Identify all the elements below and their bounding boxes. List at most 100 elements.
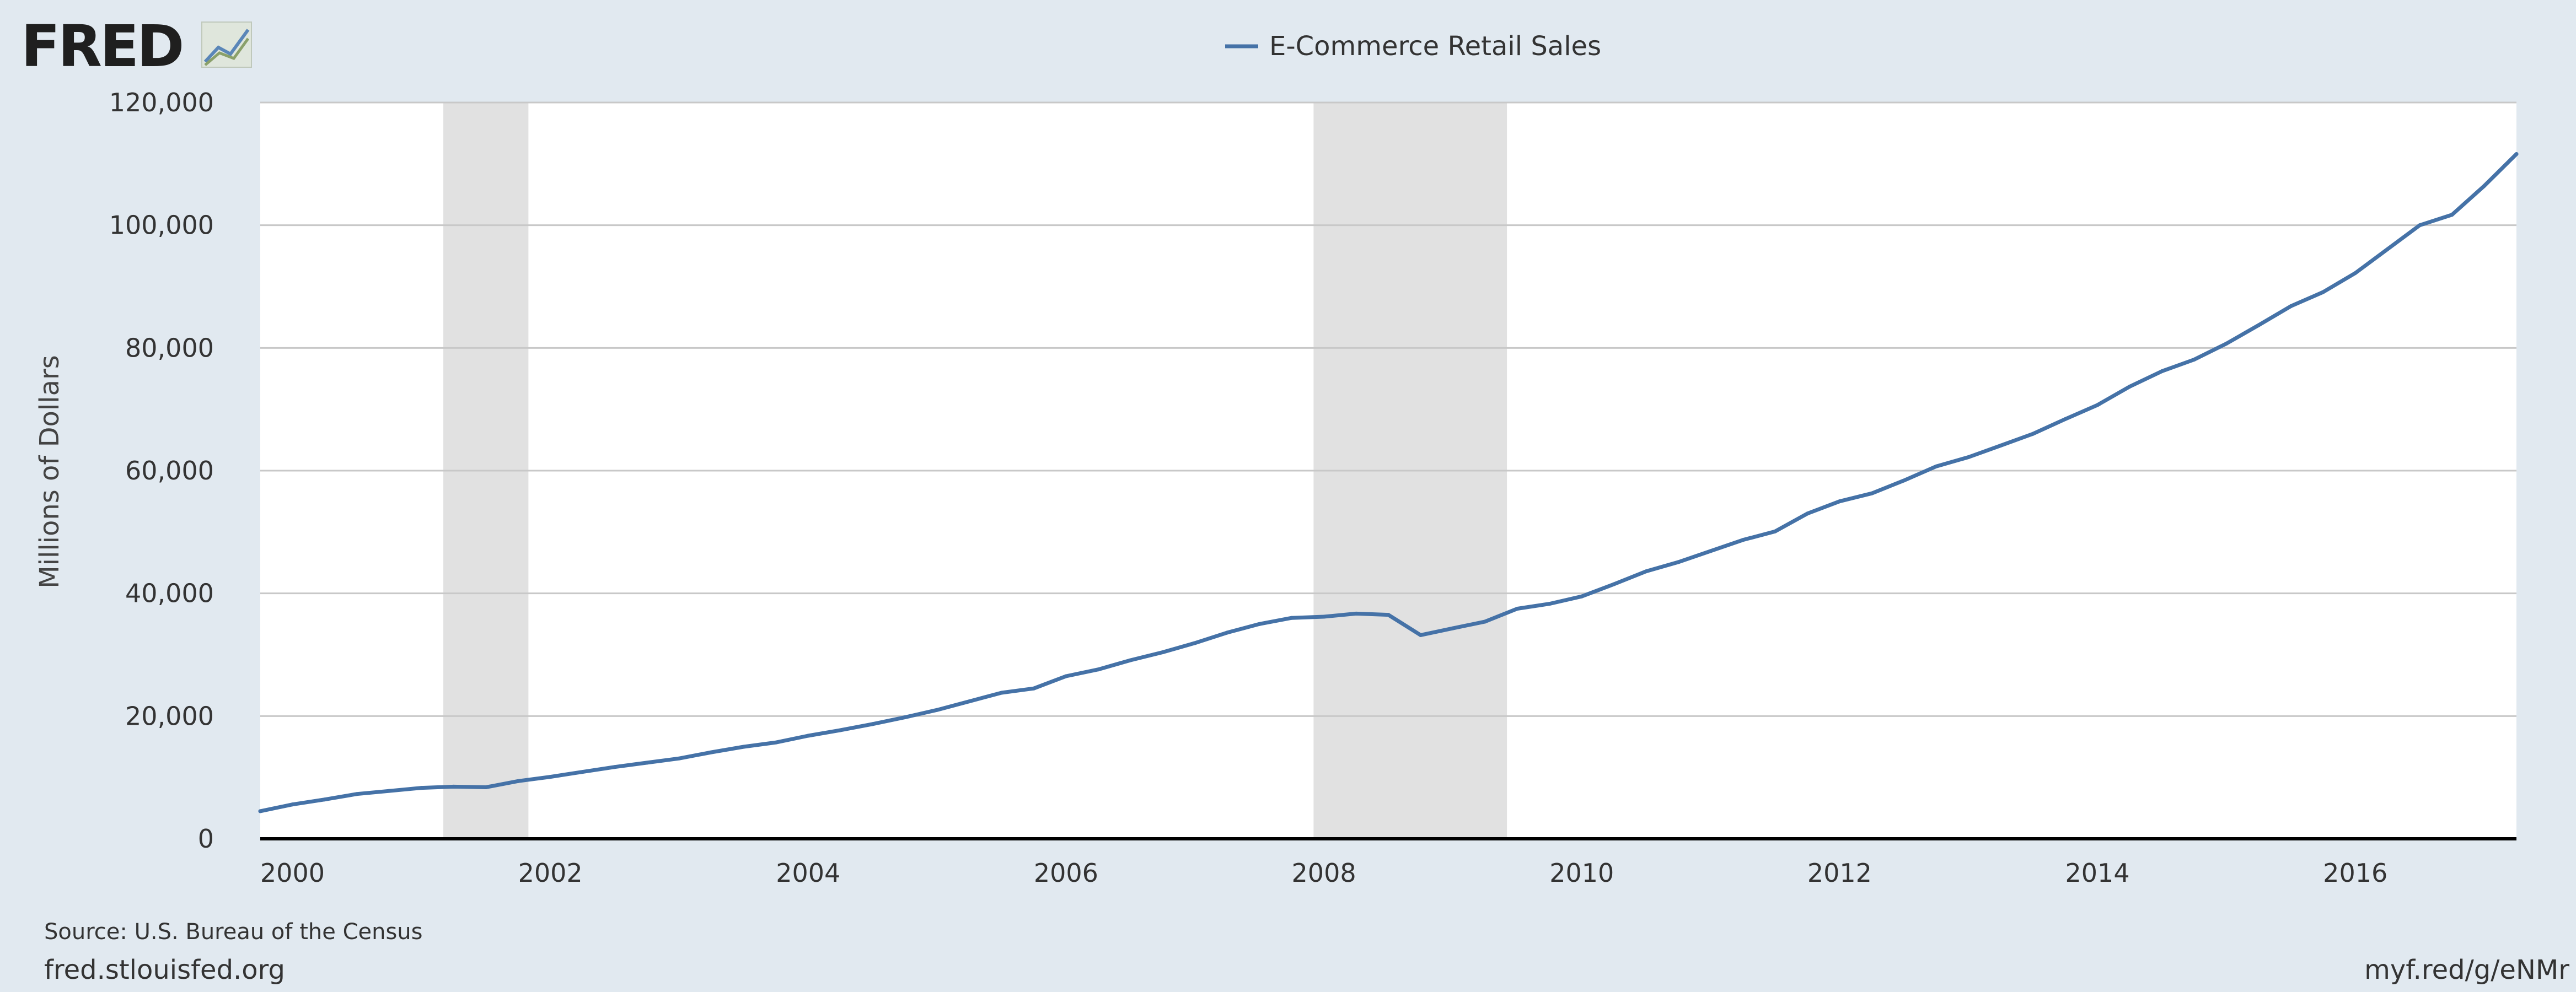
data-point	[2482, 184, 2487, 188]
data-point	[452, 784, 456, 789]
data-point	[1386, 613, 1391, 617]
data-point	[935, 708, 940, 712]
x-tick-label: 2016	[2323, 858, 2387, 888]
data-point	[419, 786, 423, 790]
data-point	[258, 809, 262, 813]
plot-area	[258, 101, 2519, 840]
data-point	[742, 745, 746, 749]
data-point	[1709, 549, 1713, 553]
x-tick-label: 2004	[776, 858, 840, 888]
data-point	[645, 761, 649, 765]
data-point	[709, 750, 713, 754]
y-tick-label: 20,000	[125, 701, 214, 731]
x-tick-label: 2002	[518, 858, 583, 888]
data-point	[1773, 529, 1777, 533]
data-point	[677, 756, 681, 761]
data-point	[1741, 538, 1745, 542]
data-point	[1096, 667, 1101, 672]
data-point	[1032, 686, 1036, 691]
data-point	[2192, 357, 2196, 362]
data-point	[1290, 616, 1294, 620]
y-tick-label: 0	[198, 824, 214, 854]
data-point	[1966, 455, 1971, 460]
data-point	[484, 785, 488, 789]
data-point	[1225, 630, 1230, 635]
data-point	[2256, 323, 2261, 327]
data-point	[2128, 384, 2132, 389]
data-point	[613, 765, 617, 769]
data-point	[967, 699, 972, 704]
y-tick-label: 120,000	[109, 88, 214, 117]
data-point	[774, 740, 778, 745]
data-point	[1547, 602, 1552, 606]
x-tick-label: 2010	[1549, 858, 1614, 888]
data-point	[323, 797, 327, 802]
data-point	[1418, 633, 1423, 637]
x-axis-ticks: 2000 2002 2004 2006 2008 2010 2012 2014 2016	[260, 858, 2387, 888]
data-point	[2063, 417, 2068, 421]
legend-label: E-Commerce Retail Sales	[1269, 31, 1601, 62]
data-point	[2321, 290, 2325, 294]
data-point	[1161, 650, 1165, 655]
logo-text: FRED	[21, 13, 183, 80]
data-point	[1515, 607, 1520, 611]
data-point	[2289, 304, 2293, 309]
x-tick-label: 2000	[260, 858, 325, 888]
data-point	[1612, 582, 1616, 586]
data-point	[290, 802, 294, 807]
data-point	[903, 715, 907, 720]
y-axis-ticks: 0 20,000 40,000 60,000 80,000 100,000 120,000	[109, 88, 214, 854]
data-point	[1644, 569, 1649, 574]
data-point	[1322, 614, 1326, 619]
data-point	[2385, 247, 2390, 251]
y-tick-label: 80,000	[125, 333, 214, 363]
data-point	[516, 779, 520, 783]
site-link[interactable]: fred.stlouisfed.org	[44, 955, 285, 985]
y-tick-label: 60,000	[125, 456, 214, 486]
data-point	[1870, 491, 1874, 495]
data-point	[1837, 499, 1842, 504]
data-point	[1064, 674, 1068, 678]
chart-line-icon	[201, 21, 252, 68]
data-point	[387, 789, 391, 793]
data-point	[2224, 342, 2229, 346]
data-point	[548, 775, 552, 779]
data-point	[2514, 152, 2519, 157]
grid-lines	[260, 101, 2516, 717]
data-point	[2418, 223, 2422, 228]
data-point	[1451, 626, 1455, 630]
data-point	[806, 734, 811, 738]
data-point	[1483, 619, 1487, 624]
x-tick-label: 2014	[2065, 858, 2130, 888]
series-lines	[258, 152, 2519, 813]
data-point	[2450, 213, 2454, 217]
source-text: Source: U.S. Bureau of the Census	[44, 919, 422, 945]
x-tick-label: 2012	[1807, 858, 1872, 888]
y-tick-label: 40,000	[125, 579, 214, 608]
data-point	[1193, 641, 1197, 645]
y-tick-label: 100,000	[109, 211, 214, 240]
data-point	[1805, 511, 1810, 516]
data-point	[1257, 622, 1262, 626]
data-point	[1580, 594, 1584, 599]
data-point	[1354, 611, 1359, 616]
data-point	[1676, 560, 1681, 564]
y-axis-title: Millions of Dollars	[34, 355, 65, 589]
data-point	[1902, 478, 1906, 483]
data-point	[2160, 369, 2164, 374]
data-point	[581, 770, 585, 774]
data-point	[355, 792, 359, 796]
data-point	[838, 728, 842, 732]
data-point	[2031, 432, 2035, 436]
data-point	[1000, 691, 1004, 695]
data-point	[1999, 443, 2003, 448]
legend: E-Commerce Retail Sales	[1225, 31, 1601, 62]
data-point	[871, 722, 875, 726]
data-point	[2353, 271, 2358, 276]
data-point	[1128, 658, 1133, 662]
x-tick-label: 2008	[1292, 858, 1356, 888]
fred-logo[interactable]: FRED	[21, 13, 252, 80]
short-link[interactable]: myf.red/g/eNMr	[2364, 955, 2569, 985]
data-point	[2095, 403, 2100, 407]
